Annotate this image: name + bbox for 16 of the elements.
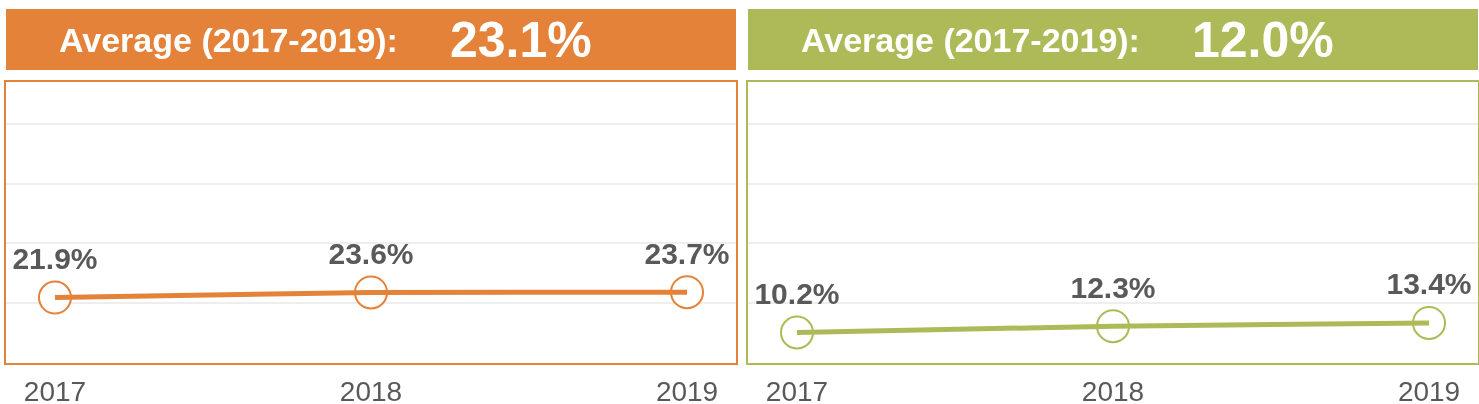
data-label: 12.3% [1070,270,1156,304]
x-tick-label: 2017 [23,375,87,404]
chart-subtitle: 23.1% [450,12,592,68]
data-label: 13.4% [1386,267,1472,301]
x-tick-label: 2019 [1397,375,1461,404]
x-tick-label: 2018 [1081,375,1145,404]
data-label: 10.2% [754,277,840,311]
x-tick-label: 2019 [655,375,719,404]
data-label: 23.6% [328,236,414,270]
data-label: 21.9% [12,242,98,276]
x-tick-label: 2017 [765,375,829,404]
chart-title: Average (2017-2019): [59,21,398,59]
x-tick-label: 2018 [339,375,403,404]
chart-title: Average (2017-2019): [801,21,1140,59]
chart-subtitle: 12.0% [1192,12,1334,68]
data-label: 23.7% [644,236,730,270]
